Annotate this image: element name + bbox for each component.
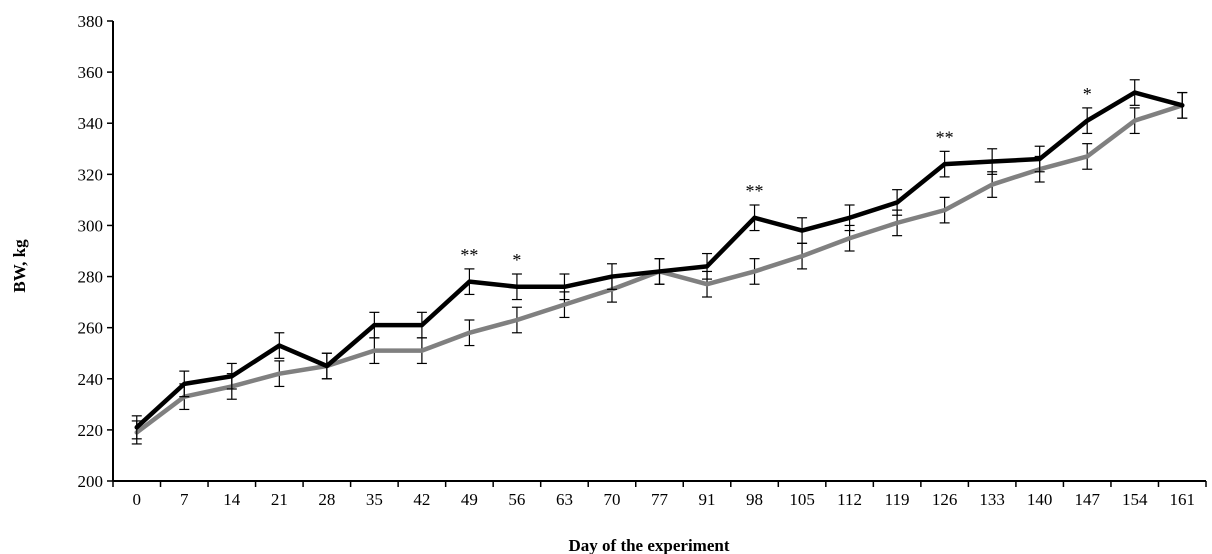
data-point xyxy=(134,425,139,430)
data-point xyxy=(562,284,567,289)
data-point xyxy=(752,269,757,274)
data-point xyxy=(467,279,472,284)
x-tick-label: 70 xyxy=(603,490,620,509)
data-point xyxy=(895,200,900,205)
x-tick-label: 119 xyxy=(885,490,910,509)
data-point xyxy=(942,208,947,213)
x-tick-label: 49 xyxy=(461,490,478,509)
series-layer xyxy=(131,79,1188,445)
data-point xyxy=(562,302,567,307)
data-point xyxy=(1037,157,1042,161)
data-point xyxy=(1132,118,1137,123)
x-tick-label: 77 xyxy=(651,490,669,509)
data-point xyxy=(1132,90,1137,95)
data-point xyxy=(514,284,519,289)
x-tick-label: 161 xyxy=(1169,490,1195,509)
data-point xyxy=(1180,103,1185,108)
x-tick-label: 147 xyxy=(1074,490,1100,509)
annotations-layer: ** ****** xyxy=(460,84,1091,270)
y-axis: 200 220 240 260 280 300 320 340 360 380 xyxy=(78,12,114,491)
x-tick-label: 63 xyxy=(556,490,573,509)
x-axis-title: Day of the experiment xyxy=(569,536,730,554)
x-tick-label: 35 xyxy=(366,490,383,509)
x-tick-label: 0 xyxy=(133,490,142,509)
x-tick-label: 7 xyxy=(180,490,189,509)
data-point xyxy=(419,323,424,328)
data-point xyxy=(372,323,377,328)
y-tick-label: 340 xyxy=(78,114,104,133)
significance-marker: ** xyxy=(460,245,478,265)
x-tick-label: 105 xyxy=(789,490,815,509)
x-tick-label: 140 xyxy=(1027,490,1053,509)
significance-marker: ** xyxy=(746,181,764,201)
data-point xyxy=(514,318,519,322)
x-tick-label: 154 xyxy=(1122,490,1148,509)
series-1 xyxy=(131,79,1188,440)
data-point xyxy=(895,220,900,225)
y-axis-title: BW, kg xyxy=(10,239,29,293)
y-tick-label: 360 xyxy=(78,63,104,82)
data-point xyxy=(705,282,710,287)
x-tick-label: 133 xyxy=(979,490,1005,509)
data-point xyxy=(990,182,995,187)
data-point xyxy=(752,215,757,220)
x-tick-label: 91 xyxy=(699,490,716,509)
x-tick-label: 126 xyxy=(932,490,958,509)
x-tick-label: 42 xyxy=(413,490,430,509)
y-tick-label: 300 xyxy=(78,216,104,235)
data-point xyxy=(800,228,805,233)
data-point xyxy=(324,364,329,368)
data-point xyxy=(182,381,187,386)
significance-marker: * xyxy=(1083,84,1092,104)
x-tick-label: 14 xyxy=(223,490,241,509)
data-point xyxy=(847,215,852,220)
data-point xyxy=(800,254,805,259)
significance-marker: * xyxy=(512,250,521,270)
data-point xyxy=(847,236,852,241)
x-tick-label: 21 xyxy=(271,490,288,509)
x-tick-label: 56 xyxy=(508,490,525,509)
data-point xyxy=(277,371,282,376)
y-tick-label: 200 xyxy=(78,472,104,491)
data-point xyxy=(1085,154,1090,159)
data-point xyxy=(657,269,662,274)
data-point xyxy=(705,264,710,269)
data-point xyxy=(467,330,472,335)
data-point xyxy=(1085,118,1090,123)
data-point xyxy=(990,159,995,164)
y-tick-label: 260 xyxy=(78,319,104,338)
data-point xyxy=(229,374,234,379)
x-tick-label: 98 xyxy=(746,490,763,509)
x-tick-label: 112 xyxy=(837,490,862,509)
data-point xyxy=(609,274,614,279)
y-tick-label: 240 xyxy=(78,370,104,389)
y-tick-label: 380 xyxy=(78,12,104,31)
significance-marker: ** xyxy=(936,127,954,147)
data-point xyxy=(419,348,424,353)
y-tick-label: 320 xyxy=(78,165,104,184)
y-tick-label: 220 xyxy=(78,421,104,440)
x-axis: 0 7 14 21 28 35 42 49 56 63 70 77 91 98 105 112 119 126 13… xyxy=(112,480,1207,509)
data-point xyxy=(372,348,377,353)
data-point xyxy=(277,343,282,348)
y-tick-label: 280 xyxy=(78,268,104,287)
data-point xyxy=(942,162,947,167)
x-tick-label: 28 xyxy=(318,490,335,509)
